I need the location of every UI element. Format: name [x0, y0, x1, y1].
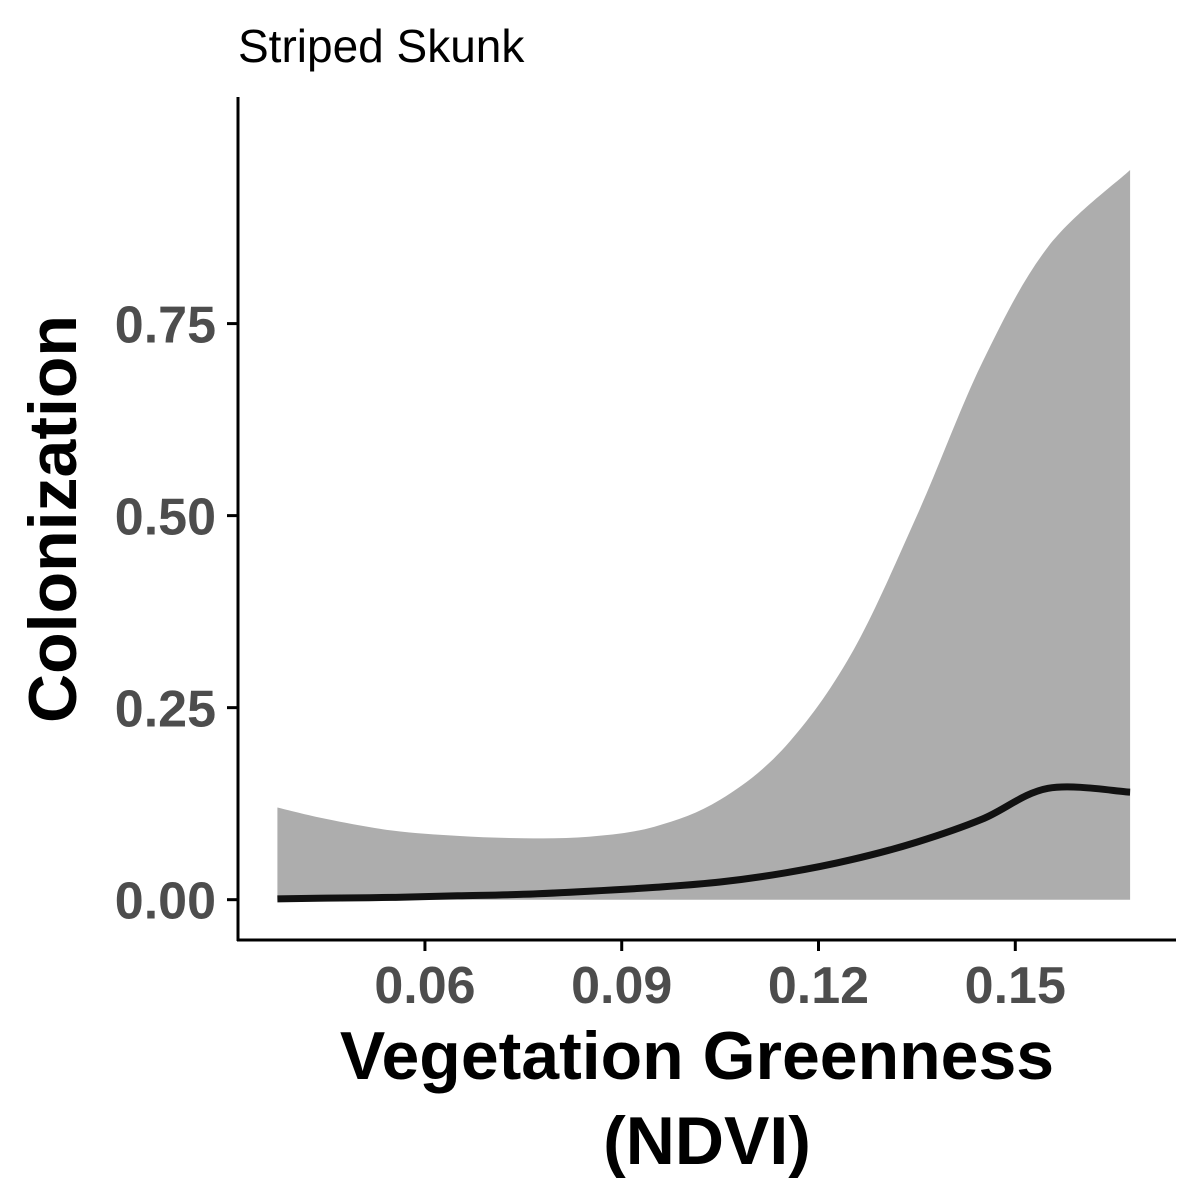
- y-tick-label: 0.00: [115, 873, 216, 931]
- x-tick-label: 0.12: [768, 957, 869, 1015]
- x-axis-ticks: 0.06 0.09 0.12 0.15: [374, 940, 1066, 1015]
- y-tick-label: 0.75: [115, 297, 216, 355]
- fitted-line: [277, 783, 1131, 903]
- x-axis-title-line-1: Vegetation Greenness: [340, 1018, 1054, 1094]
- y-axis-title: Colonization: [15, 315, 91, 723]
- x-tick-label: 0.15: [965, 957, 1066, 1015]
- x-axis-title-line-2: (NDVI): [603, 1103, 811, 1179]
- y-tick-label: 0.25: [115, 681, 216, 739]
- x-tick-label: 0.06: [374, 957, 475, 1015]
- confidence-ribbon: [277, 170, 1131, 900]
- chart-title: Striped Skunk: [238, 20, 525, 72]
- y-axis-ticks: 0.00 0.25 0.50 0.75: [115, 297, 238, 931]
- y-tick-label: 0.50: [115, 489, 216, 547]
- x-tick-label: 0.09: [571, 957, 672, 1015]
- plot-area: [277, 170, 1131, 903]
